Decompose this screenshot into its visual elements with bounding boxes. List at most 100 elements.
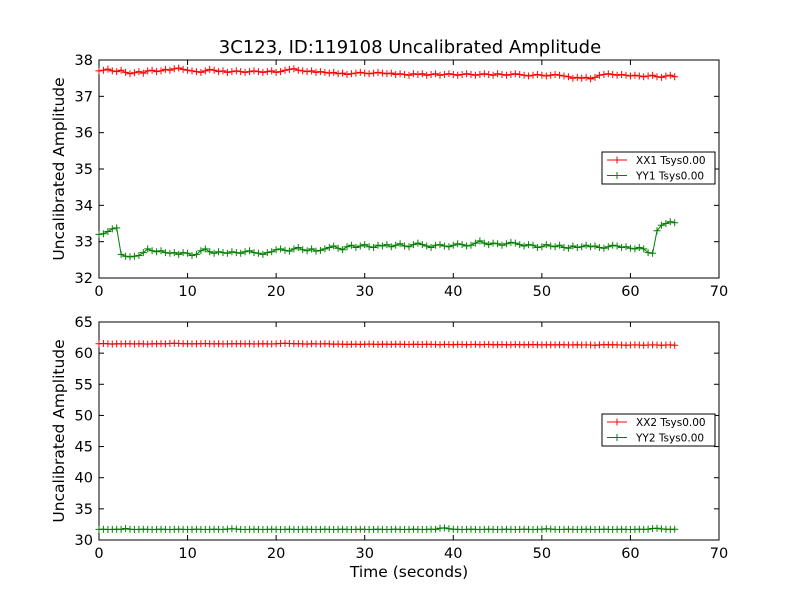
top-panel: 0 10 20 30 40 50 60 70 32 33 34 35 36 37 38 Uncalibrate… [50,53,728,300]
data-point [467,241,475,249]
x-tick-label: 10 [178,284,196,300]
data-point [507,238,515,246]
data-point [600,71,608,78]
data-point [454,71,462,79]
data-point [223,249,231,257]
data-point [246,68,254,76]
data-point [343,71,351,78]
data-point [290,65,298,73]
data-point [507,71,515,78]
data-point [533,244,541,251]
data-point [241,248,249,256]
y-axis-label: Uncalibrated Amplitude [50,77,68,260]
data-point [139,249,147,257]
data-point [498,71,506,78]
data-point [471,71,479,79]
data-point [529,71,537,79]
data-point [542,72,550,80]
data-point [294,66,302,74]
data-point [277,68,285,76]
data-point [591,73,599,81]
data-point [604,243,612,251]
data-point [600,244,608,252]
x-tick-label: 30 [355,546,373,562]
data-point [662,220,670,227]
data-point [640,73,648,81]
data-point [582,73,590,81]
data-point [569,74,577,82]
y-tick-label: 60 [75,346,93,362]
data-point [445,243,453,251]
x-tick-label: 70 [710,546,728,562]
data-point [578,74,586,82]
data-point [653,73,661,81]
data-point [361,241,369,249]
data-point [281,246,289,254]
data-point [356,242,364,250]
data-point [246,247,254,255]
data-point [560,244,568,251]
data-point [294,244,302,251]
x-tick-label: 0 [94,546,103,562]
data-point [556,241,564,249]
data-point [166,249,174,257]
data-point [471,239,479,247]
data-point [179,65,187,73]
data-point [237,249,245,257]
data-point [219,249,227,257]
data-point [130,69,138,77]
data-point [339,246,347,254]
data-point [303,247,311,255]
data-point [635,244,643,251]
x-tick-label: 10 [178,546,196,562]
x-tick-label: 20 [267,284,285,300]
data-point [591,242,599,250]
data-point [440,524,448,532]
data-point [330,242,338,250]
data-point [631,71,639,79]
y-tick-label: 30 [75,533,93,549]
data-point [556,71,564,79]
data-point [175,64,183,72]
data-point [644,249,652,257]
data-point [356,68,364,76]
legend-label: XX2 Tsys0.00 [636,417,706,429]
data-point [449,241,457,249]
legend-label: XX1 Tsys0.00 [636,155,706,167]
data-point [148,66,156,74]
data-point [250,67,258,75]
data-point [170,65,178,73]
data-point [538,243,546,251]
data-point [644,72,652,80]
data-point [564,244,572,252]
data-point [609,71,617,78]
data-point [578,243,586,251]
data-point [401,242,409,250]
data-point [378,242,386,250]
data-point [343,243,351,251]
data-point [440,71,448,78]
data-point [122,252,130,260]
data-point [126,253,134,261]
data-point [201,245,209,253]
data-point [666,218,674,226]
data-point [618,244,626,251]
data-point [454,240,462,248]
data-point [480,239,488,247]
data-point [263,68,271,76]
data-point [232,67,240,75]
legend: XX2 Tsys0.00 YY2 Tsys0.00 [601,413,716,447]
data-point [303,68,311,76]
y-tick-label: 40 [75,471,93,487]
data-point [104,228,112,235]
data-point [480,70,488,78]
data-point [250,249,258,257]
data-point [285,65,293,73]
data-point [259,250,267,258]
legend-marker [613,434,621,441]
data-point [215,68,223,76]
data-point [139,69,147,77]
data-point [157,67,165,75]
data-point [361,69,369,77]
data-point [476,71,484,78]
